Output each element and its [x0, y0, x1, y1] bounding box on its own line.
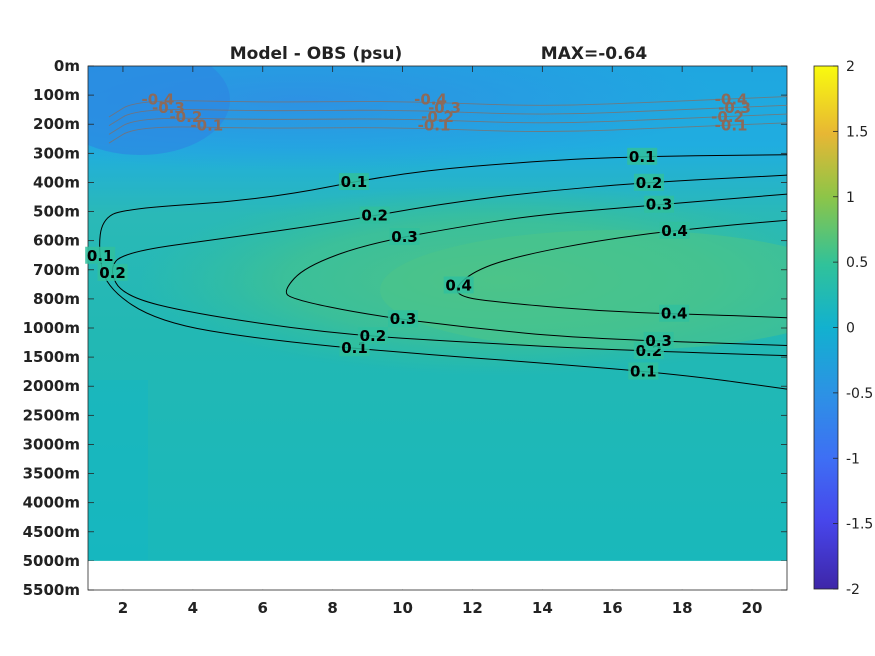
- negative-contour-label: -0.2: [169, 108, 202, 126]
- y-tick-label: 4500m: [23, 523, 80, 541]
- contour-label: 0.3: [645, 332, 672, 350]
- colorbar-tick-label: 1.5: [846, 124, 868, 140]
- y-tick-label: 2000m: [23, 377, 80, 395]
- colorbar-tick-label: -1.5: [846, 517, 873, 533]
- contour-label: 0.1: [630, 362, 657, 380]
- y-tick-label: 5500m: [23, 581, 80, 599]
- x-tick-label: 16: [602, 599, 623, 617]
- contour-label-bg: [634, 173, 665, 191]
- contour-line: [99, 154, 788, 390]
- y-tick-label: 4000m: [23, 494, 80, 512]
- contour-label-bg: [357, 327, 388, 345]
- negative-contour-label: -0.3: [428, 99, 461, 117]
- contour-label-bg: [338, 173, 369, 191]
- negative-contour-label: -0.1: [190, 117, 223, 135]
- contour-label: 0.4: [445, 276, 472, 294]
- y-tick-label: 700m: [33, 261, 80, 279]
- contour-label: 0.3: [390, 310, 417, 328]
- negative-contour-line: [108, 104, 788, 127]
- contour-label-bg: [628, 362, 659, 380]
- contour-label-bg: [389, 228, 420, 246]
- negative-contour-label: -0.2: [711, 108, 744, 126]
- contour-label: 0.2: [360, 327, 387, 345]
- contour-label: 0.1: [87, 247, 114, 265]
- y-tick-label: 3000m: [23, 435, 80, 453]
- negative-contour-label: -0.4: [715, 90, 748, 108]
- colorbar-tick-label: 0: [846, 321, 855, 337]
- negative-contour-labels: -0.4 -0.4 -0.4-0.3 -0.3 -0.3-0.2 -0.2 -0.2-0.1…: [108, 90, 788, 144]
- negative-contour-line: [108, 96, 788, 118]
- y-tick-label: 0m: [54, 57, 80, 75]
- negative-contour-line: [108, 122, 788, 144]
- contour-label: 0.1: [341, 173, 368, 191]
- negative-contour-label: -0.1: [418, 117, 451, 135]
- colorbar-tick-label: 1: [846, 190, 855, 206]
- contour-label: 0.4: [661, 305, 688, 323]
- x-tick-label: 10: [392, 599, 413, 617]
- contour-label-bg: [643, 331, 674, 349]
- colorbar-tick-label: -1: [846, 451, 860, 467]
- y-tick-label: 300m: [33, 144, 80, 162]
- negative-contour-label: -0.3: [152, 99, 185, 117]
- y-tick-label: 1500m: [23, 348, 80, 366]
- negative-contour-line: [108, 113, 788, 135]
- contour-label: 0.1: [629, 148, 656, 166]
- contour-label-bg: [659, 221, 690, 239]
- contour-line: [111, 174, 788, 357]
- x-tick-label: 14: [532, 599, 553, 617]
- x-tick-label: 18: [672, 599, 693, 617]
- y-tick-label: 3500m: [23, 465, 80, 483]
- negative-contour-label: -0.4: [141, 90, 174, 108]
- contour-label-bg: [359, 206, 390, 224]
- x-tick-label: 2: [118, 599, 128, 617]
- contour-label-bg: [659, 304, 690, 322]
- x-tick-label: 12: [462, 599, 483, 617]
- contour-label: 0.3: [391, 228, 418, 246]
- contour-lines: 0.10.10.10.10.10.20.20.20.20.20.30.30.30…: [85, 147, 788, 390]
- colorbar-tick-label: 0.5: [846, 255, 868, 271]
- negative-contour-label: -0.4: [414, 90, 447, 108]
- contour-label-bg: [644, 195, 675, 213]
- colorbar-tick-label: -0.5: [846, 386, 873, 402]
- y-tick-label: 800m: [33, 290, 80, 308]
- y-tick-label: 100m: [33, 86, 80, 104]
- no-data-region: [88, 560, 787, 590]
- negative-contour-label: -0.3: [718, 99, 751, 117]
- colorbar-tick-label: 2: [846, 59, 855, 75]
- negative-contour-label: -0.1: [715, 117, 748, 135]
- x-tick-label: 8: [327, 599, 337, 617]
- contour-label: 0.2: [99, 264, 126, 282]
- contour-label: 0.4: [661, 222, 688, 240]
- contour-label: 0.2: [636, 174, 663, 192]
- contour-label: 0.3: [646, 196, 673, 214]
- x-tick-label: 20: [742, 599, 763, 617]
- y-tick-label: 400m: [33, 173, 80, 191]
- y-tick-label: 200m: [33, 115, 80, 133]
- y-tick-label: 500m: [33, 203, 80, 221]
- y-tick-label: 600m: [33, 232, 80, 250]
- colorbar-ticks: 2 1.5 1 0.5 0 -0.5 -1 -1.5 -2: [833, 59, 873, 598]
- x-tick-label: 4: [188, 599, 198, 617]
- contour-label-bg: [443, 276, 474, 294]
- colorbar-tick-label: -2: [846, 582, 860, 598]
- contour-label-bg: [97, 263, 128, 281]
- contour-label-bg: [85, 246, 116, 264]
- chart-title: Model - OBS (psu): [230, 44, 403, 64]
- contour-label-bg: [627, 147, 658, 165]
- contour-label-bg: [388, 310, 419, 328]
- contour-label: 0.2: [361, 207, 388, 225]
- y-tick-label: 2500m: [23, 406, 80, 424]
- max-annotation: MAX=-0.64: [541, 44, 648, 64]
- y-tick-label: 5000m: [23, 552, 80, 570]
- negative-contour-label: -0.2: [421, 108, 454, 126]
- contour-line: [285, 193, 788, 346]
- x-tick-label: 6: [258, 599, 268, 617]
- y-axis-ticks: 0m 100m 200m 300m 400m 500m 600m 700m 800m 1000m 1…: [23, 57, 787, 599]
- y-tick-label: 1000m: [23, 319, 80, 337]
